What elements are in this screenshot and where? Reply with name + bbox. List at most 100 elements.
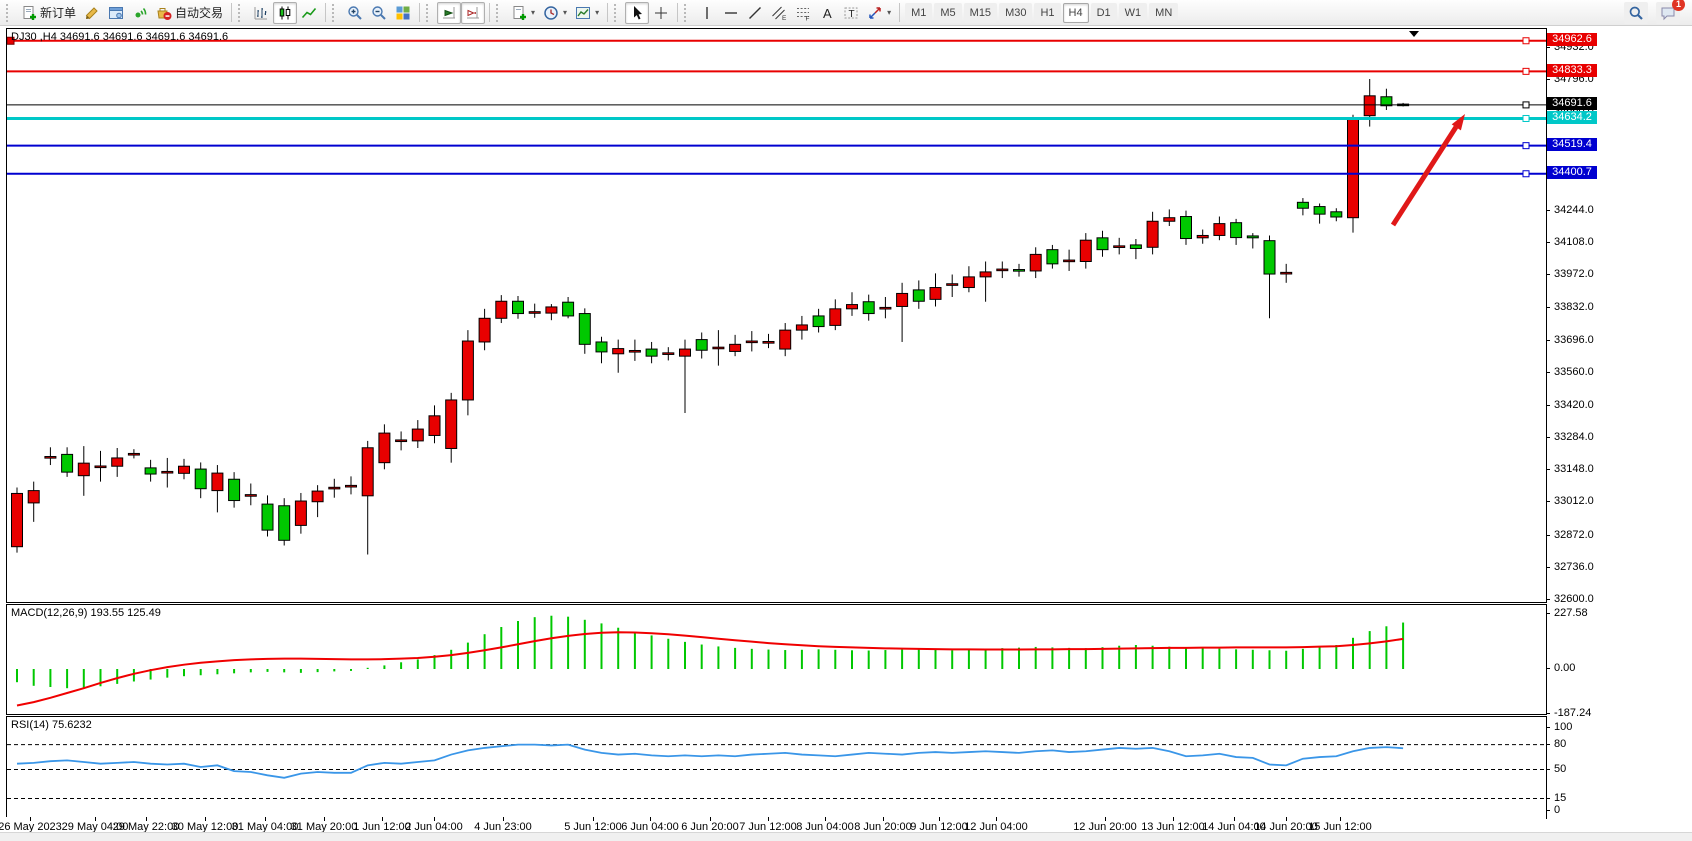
- time-tick: [939, 817, 940, 821]
- time-tick-label: 6 Jun 20:00: [681, 821, 739, 833]
- toolbar-tile-windows-button[interactable]: [391, 2, 415, 24]
- toolbar-periods-button[interactable]: ▾: [539, 2, 571, 24]
- price-tick-label: 33148.0: [1554, 463, 1594, 476]
- chart-profile-icon: [84, 5, 100, 21]
- timeframe-m30-button[interactable]: M30: [999, 2, 1033, 23]
- price-tick: [1546, 307, 1550, 309]
- toolbar-text-label-button[interactable]: T: [839, 2, 863, 24]
- price-tick-label: 33284.0: [1554, 431, 1594, 444]
- toolbar-arrow-tools-button[interactable]: ▾: [863, 2, 895, 24]
- toolbar-grip[interactable]: [332, 3, 339, 22]
- chevron-down-icon[interactable]: ▾: [531, 8, 536, 17]
- toolbar-indicators-button[interactable]: ▾: [507, 2, 539, 24]
- toolbar-templates-button[interactable]: ▾: [571, 2, 603, 24]
- time-tick-label: 30 May 12:00: [171, 821, 239, 833]
- chevron-down-icon[interactable]: ▾: [563, 8, 568, 17]
- time-tick-label: 29 May 22:00: [112, 821, 180, 833]
- svg-text:F: F: [806, 15, 810, 21]
- toolbar-cursor-button[interactable]: [625, 1, 650, 24]
- periods-icon: [543, 5, 559, 21]
- price-tick-label: 33012.0: [1554, 495, 1594, 508]
- toolbar-equidistant-channel-button[interactable]: E: [767, 2, 791, 24]
- macd-tick-label: -187.24: [1554, 706, 1592, 719]
- toolbar-grip[interactable]: [238, 3, 245, 22]
- toolbar-market-watch-button[interactable]: [104, 2, 128, 24]
- rsi-tick: [1546, 727, 1550, 728]
- macd-indicator-pane[interactable]: MACD(12,26,9) 193.55 125.49: [6, 604, 1547, 715]
- toolbar-grip[interactable]: [684, 3, 691, 22]
- cursor-icon: [629, 5, 645, 21]
- candlestick-chart[interactable]: [7, 29, 1546, 602]
- timeframe-h1-button[interactable]: H1: [1034, 2, 1061, 23]
- toolbar-grip[interactable]: [614, 3, 621, 22]
- chevron-down-icon[interactable]: ▾: [595, 8, 600, 17]
- toolbar-auto-scroll-button[interactable]: [437, 1, 462, 24]
- toolbar-separator: [419, 3, 421, 22]
- toolbar-chart-shift-button[interactable]: [461, 1, 486, 24]
- toolbar-horizontal-line-button[interactable]: [719, 2, 743, 24]
- toolbar-separator: [489, 3, 491, 22]
- chevron-down-icon[interactable]: ▾: [887, 8, 892, 17]
- timeframe-m15-button[interactable]: M15: [963, 2, 998, 23]
- price-tick-label: 33560.0: [1554, 365, 1594, 378]
- toolbar-signals-button[interactable]: [128, 2, 152, 24]
- toolbar-trendline-button[interactable]: [743, 2, 767, 24]
- time-tick-label: 12 Jun 20:00: [1073, 821, 1137, 833]
- toolbar-vertical-line-button[interactable]: [695, 2, 719, 24]
- time-tick: [1173, 817, 1174, 821]
- toolbar-zoom-in-button[interactable]: [343, 2, 367, 24]
- price-line-tag: 34519.4: [1547, 138, 1597, 152]
- price-tick: [1546, 501, 1550, 503]
- timeframe-w1-button[interactable]: W1: [1118, 2, 1148, 23]
- toolbar-bar-chart-button[interactable]: [249, 2, 273, 24]
- toolbar-zoom-out-button[interactable]: [367, 2, 391, 24]
- rsi-indicator-pane[interactable]: RSI(14) 75.6232: [6, 716, 1547, 819]
- rsi-tick-label: 80: [1554, 737, 1567, 750]
- price-tick: [1546, 469, 1550, 471]
- price-chart-pane[interactable]: DJ30 ,H4 34691.6 34691.6 34691.6 34691.6: [6, 28, 1547, 603]
- toolbar-fibonacci-button[interactable]: F: [791, 2, 815, 24]
- price-tick: [1546, 339, 1550, 341]
- horizontal-lines[interactable]: [7, 36, 1546, 178]
- timeframe-mn-button[interactable]: MN: [1149, 2, 1179, 23]
- toolbar-new-order-button[interactable]: 新订单: [17, 2, 80, 24]
- timeframe-m1-button[interactable]: M1: [905, 2, 933, 23]
- timeframe-h4-button[interactable]: H4: [1062, 2, 1089, 23]
- chart-shift-marker[interactable]: [1409, 31, 1419, 37]
- equidistant-channel-icon: E: [771, 5, 787, 21]
- text-icon: A: [819, 5, 835, 21]
- price-tick-label: 33696.0: [1554, 333, 1594, 346]
- toolbar-chart-profile-button[interactable]: [80, 2, 104, 24]
- time-tick: [1340, 817, 1341, 821]
- rsi-line: [16, 743, 1404, 779]
- price-tick: [1546, 437, 1550, 439]
- toolbar-grip[interactable]: [6, 3, 13, 22]
- toolbar-candlestick-chart-button[interactable]: [273, 1, 298, 24]
- price-tick: [1546, 47, 1550, 48]
- time-tick: [30, 817, 31, 821]
- time-tick: [503, 817, 504, 821]
- toolbar-auto-trading-button[interactable]: 自动交易: [152, 2, 227, 24]
- toolbar-line-chart-button[interactable]: [297, 2, 321, 24]
- chat-button[interactable]: 1: [1656, 0, 1685, 24]
- time-tick: [768, 817, 769, 821]
- time-tick-label: 7 Jun 12:00: [739, 821, 797, 833]
- rsi-tick: [1546, 743, 1550, 745]
- price-scale[interactable]: 34932.034796.034660.034524.034388.034244…: [1546, 0, 1692, 841]
- trend-arrow-annotation[interactable]: [1390, 114, 1465, 227]
- arrow-tools-icon: [867, 5, 883, 21]
- toolbar-crosshair-button[interactable]: [649, 2, 673, 24]
- toolbar-grip[interactable]: [496, 3, 503, 22]
- price-tick: [1546, 274, 1550, 276]
- search-button[interactable]: [1624, 1, 1648, 24]
- toolbar-grip[interactable]: [426, 3, 433, 22]
- rsi-tick: [1546, 810, 1550, 811]
- toolbar-text-button[interactable]: A: [815, 2, 839, 24]
- auto-trading-icon: [156, 5, 172, 21]
- chat-notification-badge: 1: [1672, 0, 1685, 11]
- time-tick-label: 9 Jun 12:00: [910, 821, 968, 833]
- timeframe-m5-button[interactable]: M5: [934, 2, 962, 23]
- timeframe-d1-button[interactable]: D1: [1090, 2, 1117, 23]
- new-order-icon: [21, 5, 37, 21]
